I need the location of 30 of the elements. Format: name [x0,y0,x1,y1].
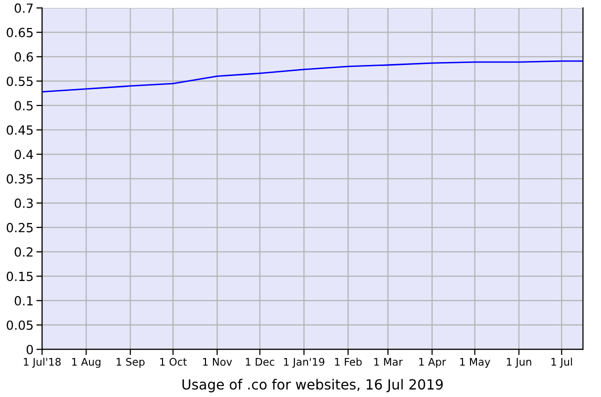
x-tick-label: 1 Aug [72,358,100,368]
y-tick-label: 0.3 [14,198,33,208]
y-tick-label: 0.2 [14,247,32,257]
x-tick-label: 1 Nov [203,358,232,366]
y-tick-label: 0.45 [6,125,33,135]
y-tick-label: 0.25 [6,222,33,232]
x-tick-label: 1 Feb [335,358,362,366]
x-tick-label: 1 Oct [160,358,187,366]
y-tick-label: 0.65 [6,28,33,38]
y-tick-label: 0.4 [14,150,34,160]
x-tick-label: 1 May [460,358,490,368]
x-tick-label: 1 Sep [116,358,145,368]
x-tick-label: 1 Jan'19 [284,358,324,368]
y-tick-label: 0.35 [6,174,33,184]
y-tick-label: 0.6 [14,52,33,62]
x-tick-label: 1 Jul'18 [24,358,61,368]
y-tick-label: 0.1 [14,296,33,306]
y-tick-label: 0.55 [6,76,33,86]
x-tick-label: 1 Jun [506,358,532,368]
y-tick-label: 0.05 [6,320,33,330]
x-tick-label: 1 Jul [552,358,572,368]
y-tick-label: 0 [26,344,33,354]
x-axis-title: Usage of .co for websites, 16 Jul 2019 [182,378,443,392]
y-tick-label: 0.5 [14,100,33,110]
y-tick-label: 0.15 [6,272,33,282]
y-tick-label: 0.7 [14,3,33,13]
line-series [42,60,583,93]
x-tick-label: 1 Dec [246,358,274,366]
x-tick-label: 1 Mar [374,358,403,366]
x-tick-label: 1 Apr [419,358,446,368]
